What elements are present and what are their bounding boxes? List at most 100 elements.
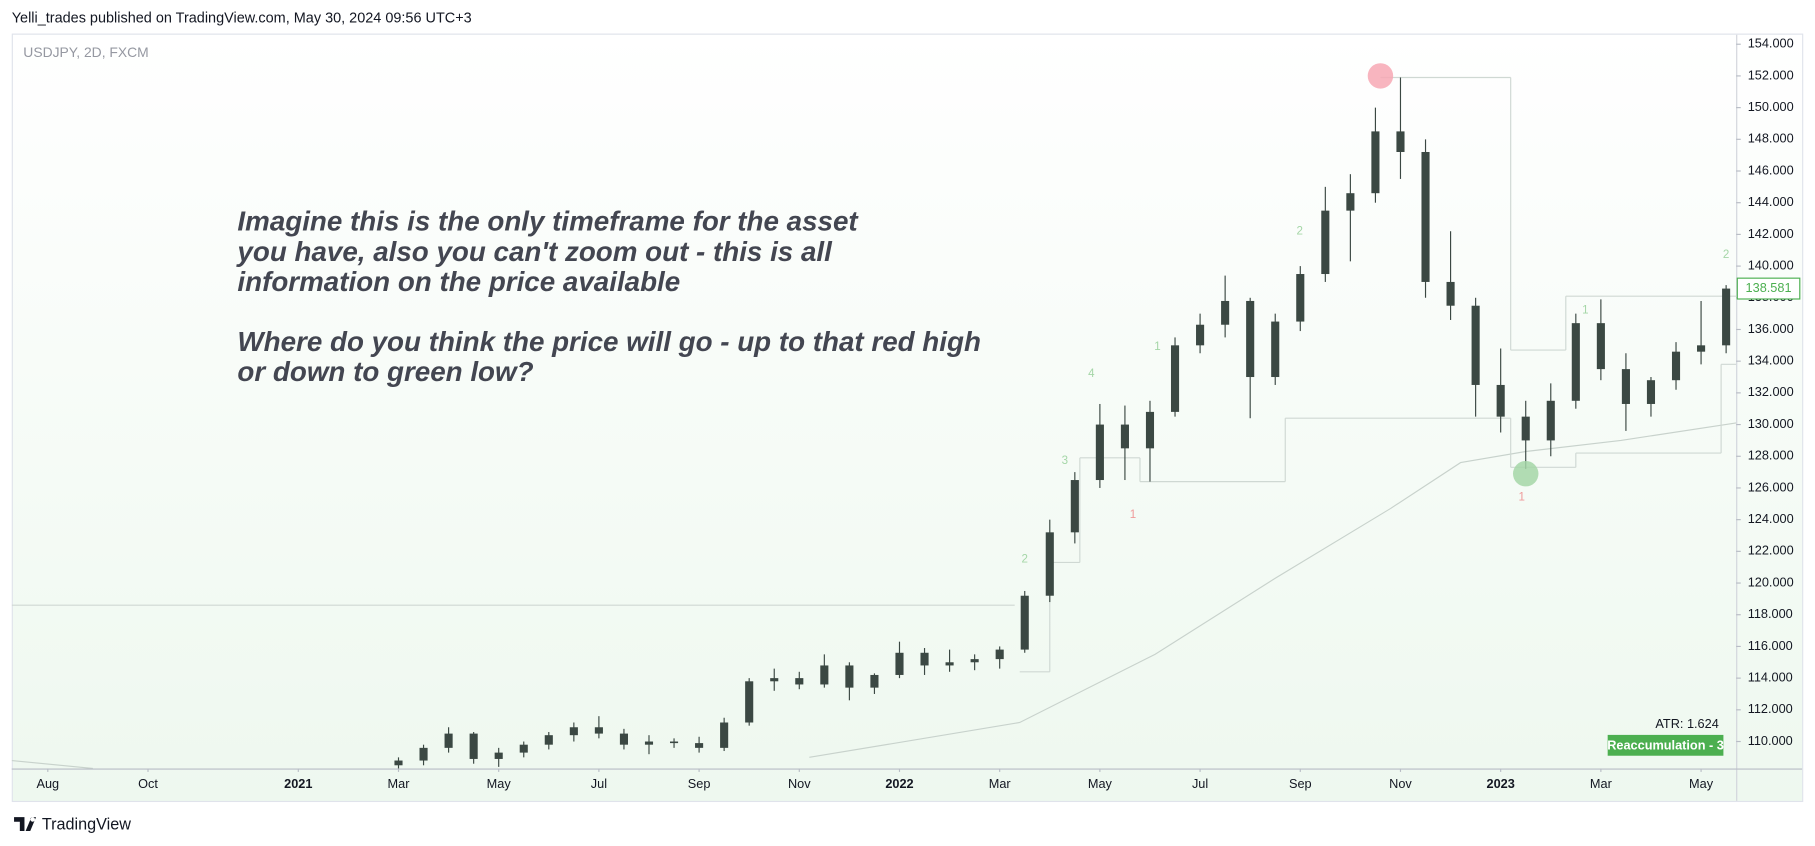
y-tick-label: 128.000: [1748, 448, 1794, 463]
x-tick-label: 2021: [284, 776, 312, 791]
atr-label: ATR: 1.624: [1655, 716, 1718, 731]
y-tick-label: 144.000: [1748, 194, 1794, 209]
x-tick-label: 2022: [885, 776, 913, 791]
candle-body: [419, 747, 428, 761]
candle-body: [695, 743, 704, 748]
y-tick-label: 124.000: [1748, 511, 1794, 526]
y-tick-label: 122.000: [1748, 543, 1794, 558]
y-tick-label: 134.000: [1748, 353, 1794, 368]
y-tick-label: 120.000: [1748, 574, 1794, 589]
candle-body: [1346, 193, 1355, 211]
candle-body: [1296, 274, 1305, 322]
x-tick-label: Mar: [989, 776, 1012, 791]
symbol-legend: USDJPY, 2D, FXCM: [23, 44, 148, 60]
wave-count: 2: [1723, 249, 1729, 261]
candle-body: [970, 659, 979, 663]
plot-area: 2 1 4 3 2 1 1 1 2: [11, 63, 1737, 769]
x-tick-label: Oct: [138, 776, 158, 791]
y-tick-label: 116.000: [1748, 638, 1793, 653]
status-label: Reaccumulation - 3: [1607, 737, 1724, 752]
candle-body: [1271, 321, 1280, 378]
logo-mark: [14, 817, 37, 831]
y-tick-label: 150.000: [1748, 99, 1794, 114]
line-series: [11, 759, 93, 769]
y-tick-label: 114.000: [1748, 669, 1793, 684]
y-tick-label: 148.000: [1748, 131, 1794, 146]
candle-body: [619, 733, 628, 745]
y-tick-label: 112.000: [1748, 701, 1793, 716]
wave-count: 1: [1582, 305, 1588, 317]
y-tick-label: 130.000: [1748, 416, 1794, 431]
x-tick-label: Jul: [1192, 776, 1208, 791]
candle-body: [494, 752, 503, 759]
wave-count: 1: [1130, 509, 1136, 521]
annotation-line: information on the price available: [237, 266, 680, 297]
wave-count: 3: [1062, 455, 1068, 467]
candle-body: [1070, 480, 1079, 533]
candle-body: [1020, 595, 1029, 650]
annotation-line: Where do you think the price will go - u…: [237, 326, 981, 357]
candle-body: [469, 733, 478, 759]
wave-count: 1: [1154, 341, 1160, 353]
tradingview-logo: TradingView: [14, 815, 131, 833]
y-tick-label: 142.000: [1748, 226, 1794, 241]
candle-body: [1697, 345, 1706, 352]
candle-body: [1521, 416, 1530, 441]
candle-body: [1496, 384, 1505, 417]
candle-body: [1671, 351, 1681, 381]
candle-body: [1145, 411, 1155, 449]
candle-body: [1196, 324, 1205, 346]
x-tick-label: Aug: [36, 776, 59, 791]
candle-body: [920, 652, 929, 666]
annotation-line: you have, also you can't zoom out - this…: [235, 236, 833, 267]
wave-count: 4: [1088, 368, 1095, 380]
y-tick-label: 118.000: [1748, 606, 1793, 621]
footer-brand: TradingView: [42, 815, 131, 833]
y-tick-label: 140.000: [1748, 257, 1794, 272]
candle-body: [1321, 210, 1330, 275]
last-price-label: 138.581: [1746, 280, 1792, 295]
candle-body: [1546, 400, 1555, 441]
candle-body: [1596, 323, 1605, 370]
candle-body: [1471, 305, 1480, 385]
y-tick-label: 146.000: [1748, 162, 1794, 177]
y-tick-label: 152.000: [1748, 67, 1794, 82]
pivot-marker: [1367, 63, 1394, 89]
x-tick-label: Sep: [1289, 776, 1312, 791]
candle-body: [594, 727, 603, 734]
x-tick-label: Jul: [591, 776, 607, 791]
candle-body: [945, 662, 954, 666]
candle-body: [845, 665, 854, 688]
candle-body: [770, 678, 779, 682]
candle-body: [995, 649, 1004, 660]
wave-count: 2: [1022, 553, 1028, 565]
candle-body: [870, 674, 879, 688]
candle-body: [1045, 532, 1054, 596]
y-tick-label: 110.000: [1748, 733, 1793, 748]
candle-body: [1396, 131, 1405, 152]
candle-body: [569, 727, 578, 736]
publish-header: Yelli_trades published on TradingView.co…: [12, 10, 472, 26]
candle-body: [1221, 300, 1230, 325]
y-tick-label: 154.000: [1748, 36, 1794, 51]
candle-body: [820, 665, 829, 685]
candle-body: [1120, 424, 1129, 449]
y-tick-label: 132.000: [1748, 384, 1794, 399]
x-tick-label: 2023: [1487, 776, 1515, 791]
line-series: [809, 422, 1737, 758]
candle-body: [1421, 151, 1430, 282]
candle-body: [1722, 288, 1731, 346]
candle-body: [720, 722, 729, 748]
annotation-text: Imagine this is the only timeframe for t…: [235, 206, 981, 387]
candle-body: [1571, 323, 1580, 401]
candle-body: [1095, 424, 1104, 481]
x-tick-label: Mar: [1590, 776, 1613, 791]
annotation-line: or down to green low?: [237, 356, 533, 387]
candle-body: [895, 652, 904, 675]
annotation-line: Imagine this is the only timeframe for t…: [237, 206, 859, 237]
candle-body: [669, 741, 679, 744]
candle-body: [1621, 369, 1630, 404]
candle-body: [1446, 281, 1455, 306]
